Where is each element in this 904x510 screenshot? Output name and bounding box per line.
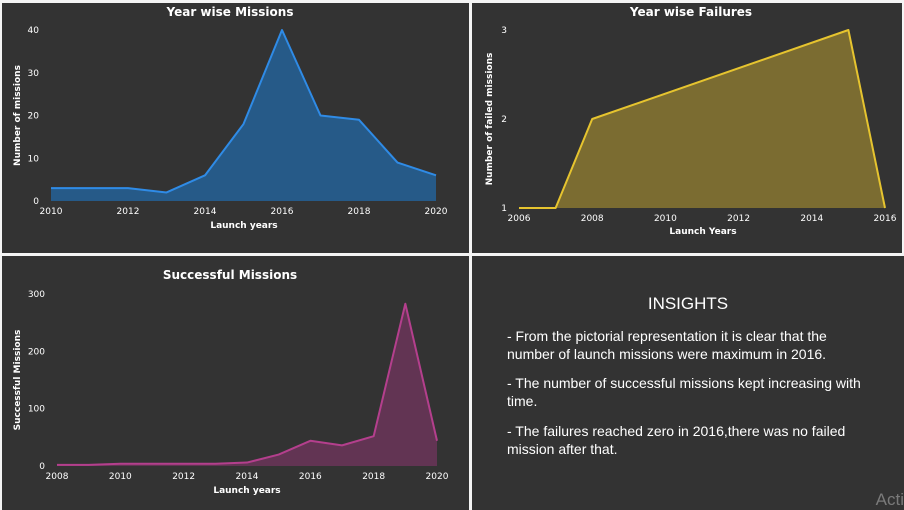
x-tick-label: 2014 [194,207,217,217]
x-tick-label: 2008 [581,214,604,224]
x-axis-label: Launch years [210,221,277,231]
chart-title: Successful Missions [163,268,297,282]
insights-panel: INSIGHTS - From the pictorial representa… [472,256,904,510]
x-tick-label: 2020 [426,472,449,482]
failures-chart: Year wise Failures 1 2 3 2006 2008 2010 2012 201… [485,5,897,237]
insights-title: INSIGHTS [647,294,729,313]
successful-missions-chart: Successful Missions 0 100 200 300 2008 2010 201… [13,268,449,496]
x-axis-label: Launch years [213,486,280,496]
chart-title: Year wise Missions [166,5,294,19]
x-tick-label: 2010 [654,214,677,224]
insight-text: - The number of successful missions kept… [507,375,861,409]
missions-chart-panel: Year wise Missions 0 10 20 30 40 2010 2012 2014 2… [2,3,469,253]
successful-missions-chart-panel: Successful Missions 0 100 200 300 2008 2010 201… [2,256,469,510]
y-tick-label: 20 [28,112,40,122]
y-tick-label: 1 [501,204,507,214]
y-axis-label: Number of failed missions [485,53,495,186]
y-tick-label: 3 [501,26,507,36]
y-tick-label: 40 [28,26,40,36]
x-tick-label: 2010 [109,472,132,482]
y-tick-label: 10 [28,154,40,164]
x-tick-label: 2012 [172,472,195,482]
x-tick-label: 2016 [874,214,897,224]
y-axis-label: Successful Missions [13,330,23,431]
y-tick-label: 100 [28,405,45,415]
series-area [57,303,437,466]
x-tick-label: 2008 [46,472,69,482]
x-axis-label: Launch Years [669,227,736,237]
y-tick-label: 300 [28,290,45,300]
x-tick-label: 2014 [236,472,259,482]
series-area [51,30,436,201]
failures-chart-panel: Year wise Failures 1 2 3 2006 2008 2010 2012 201… [472,3,902,253]
x-tick-label: 2018 [348,207,371,217]
y-tick-label: 0 [39,462,45,472]
x-tick-label: 2012 [727,214,750,224]
x-tick-label: 2016 [299,472,322,482]
chart-title: Year wise Failures [629,5,752,19]
y-tick-label: 30 [28,69,40,79]
x-tick-label: 2018 [362,472,385,482]
y-axis-label: Number of missions [13,65,23,166]
x-tick-label: 2020 [425,207,448,217]
insight-text: - From the pictorial representation it i… [507,328,827,362]
x-tick-label: 2006 [508,214,531,224]
x-tick-label: 2014 [800,214,823,224]
y-tick-label: 200 [28,347,45,357]
x-tick-label: 2016 [271,207,294,217]
y-tick-label: 0 [33,197,39,207]
x-tick-label: 2010 [40,207,63,217]
y-tick-label: 2 [501,115,507,125]
x-tick-label: 2012 [117,207,140,217]
activation-watermark: Acti [875,490,904,509]
missions-chart: Year wise Missions 0 10 20 30 40 2010 2012 2014 2… [13,5,448,231]
series-area [519,30,885,208]
insight-text: - The failures reached zero in 2016,ther… [507,423,846,457]
